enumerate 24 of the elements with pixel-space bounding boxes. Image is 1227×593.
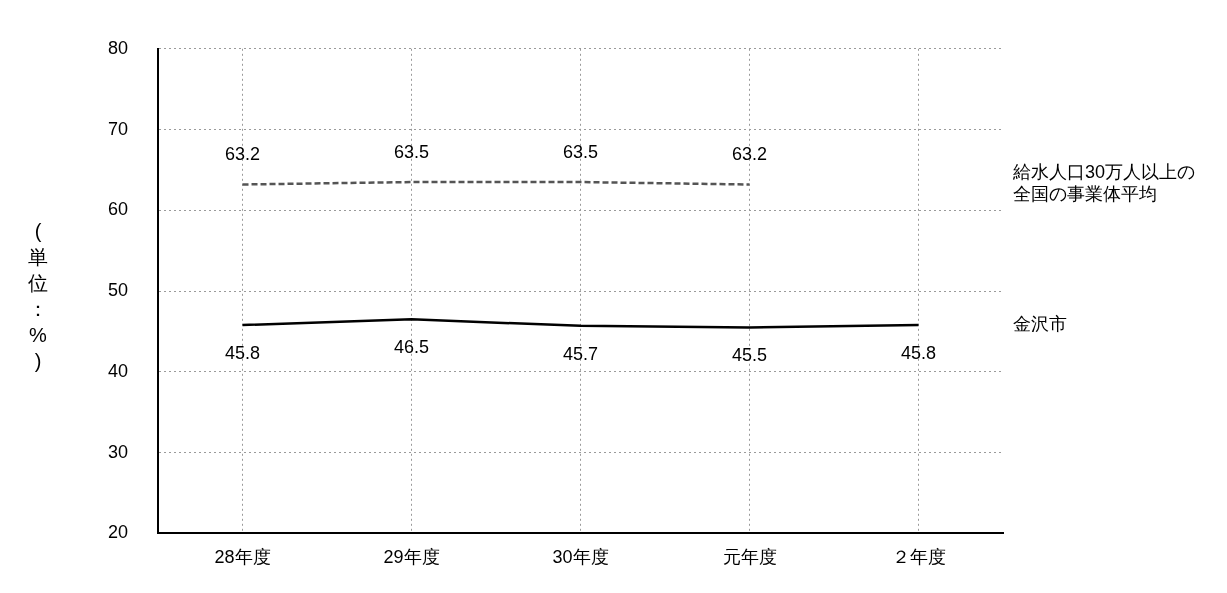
data-label: 63.2 <box>225 144 261 165</box>
x-tick-label: 28年度 <box>214 547 271 568</box>
data-label: 63.5 <box>393 142 430 163</box>
x-tick-label: 元年度 <box>722 547 777 568</box>
y-tick-label: 60 <box>107 199 129 220</box>
data-label: 45.8 <box>225 342 261 363</box>
data-label: 63.5 <box>562 142 599 163</box>
y-tick-label: 30 <box>107 441 129 462</box>
data-label: 45.8 <box>900 342 937 363</box>
data-label: 45.5 <box>731 345 768 366</box>
y-tick-label: 40 <box>107 360 129 381</box>
y-tick-label: 80 <box>107 37 129 58</box>
x-tick-label: 29年度 <box>383 547 440 568</box>
y-tick-label: 20 <box>107 522 129 543</box>
y-axis-title: (単位：%) <box>28 218 48 374</box>
data-label: 45.7 <box>562 343 599 364</box>
data-label: 63.2 <box>731 144 768 165</box>
text: 金沢市 <box>1013 313 1067 334</box>
data-label: 46.5 <box>393 337 430 358</box>
x-tick-label: ２年度 <box>891 547 946 568</box>
y-tick-label: 50 <box>107 280 129 301</box>
text: 給水人口30万人以上の全国の事業体平均 <box>1012 162 1196 205</box>
y-tick-label: 70 <box>107 118 129 139</box>
x-tick-label: 30年度 <box>552 547 609 568</box>
